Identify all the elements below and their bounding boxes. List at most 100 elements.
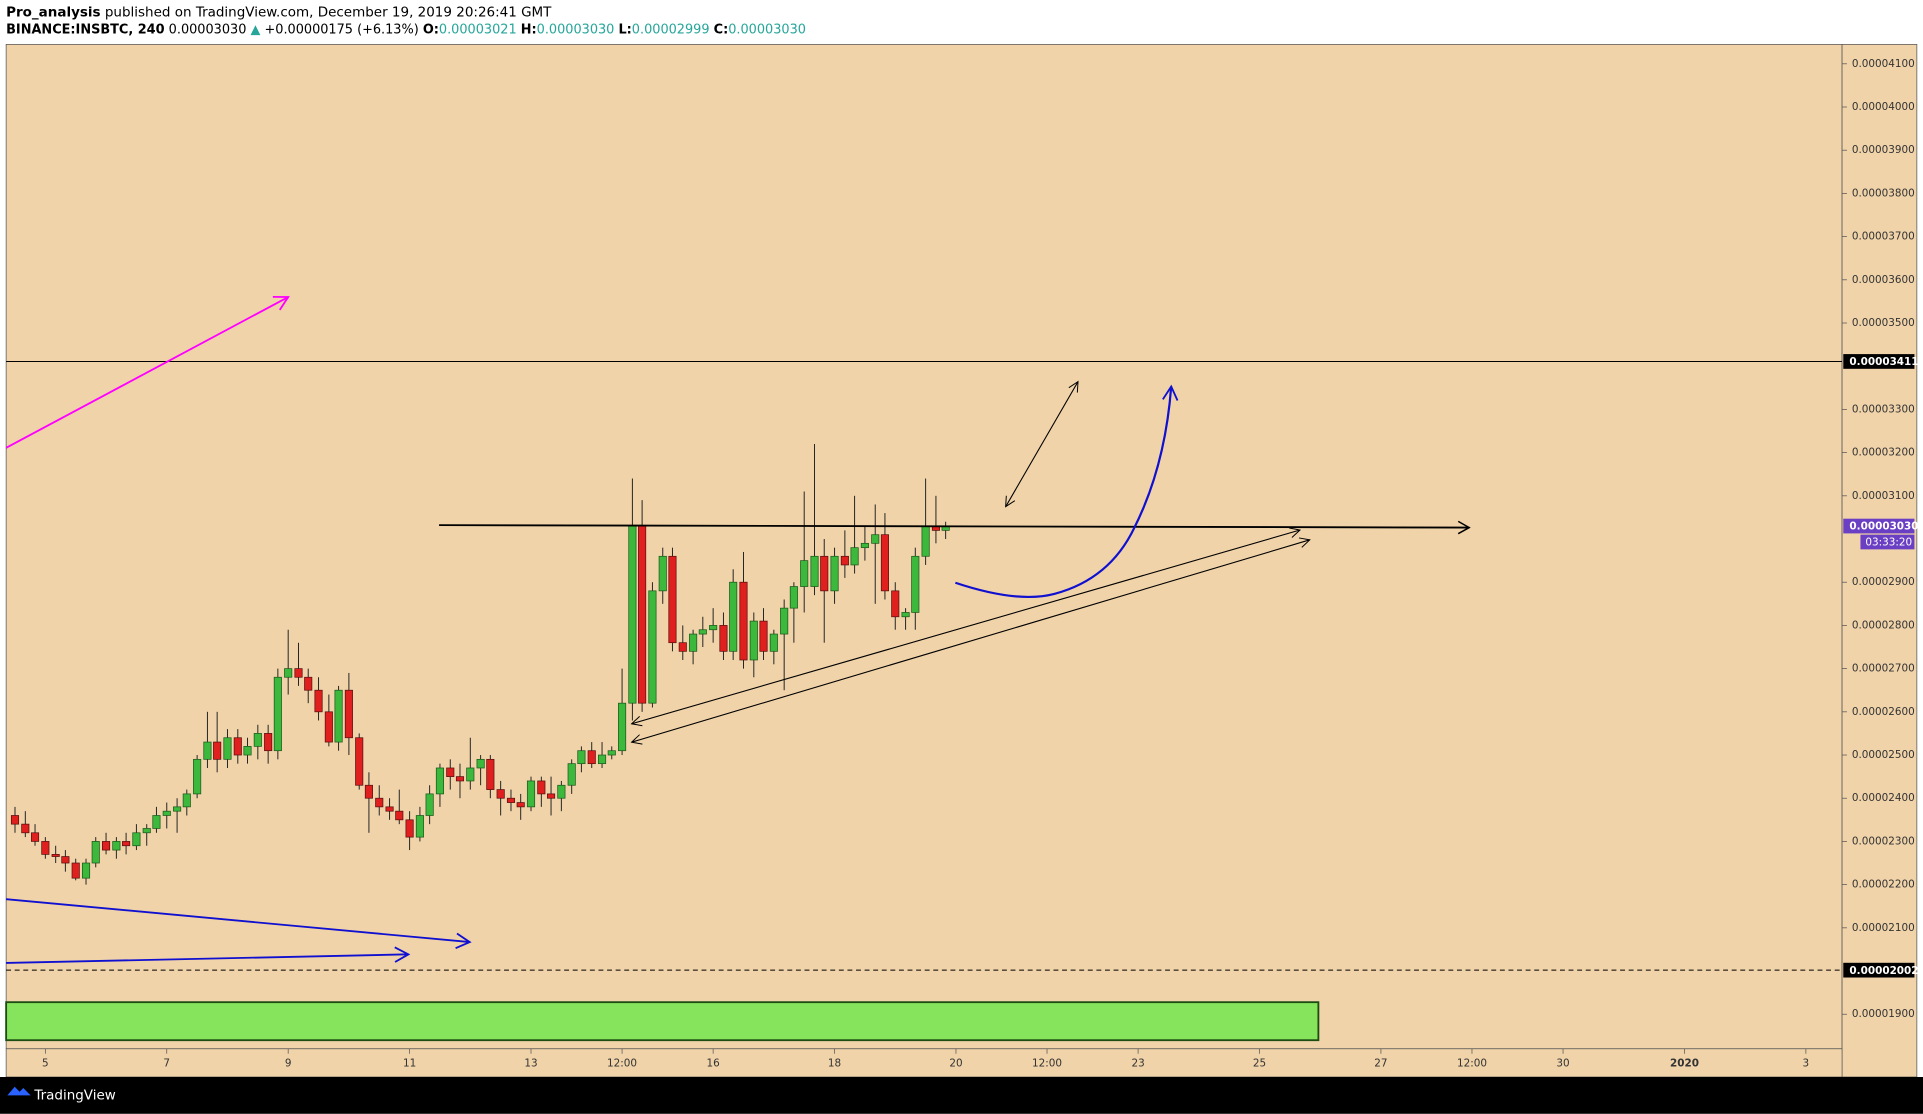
trend-arrow: [6, 898, 472, 950]
candle-body: [506, 797, 516, 803]
o-label: O:: [423, 22, 439, 37]
x-tick-label: 7: [163, 1058, 170, 1070]
l-label: L:: [618, 22, 631, 37]
candle-body: [769, 633, 778, 652]
candle-body: [223, 737, 232, 760]
y-tick-label: 0.00003200: [1852, 447, 1915, 459]
candle-body: [334, 689, 343, 743]
price-label-box: [1843, 354, 1915, 369]
candle-body: [901, 612, 910, 618]
candle-body: [658, 555, 667, 592]
candle-body: [698, 629, 707, 635]
candle-body: [689, 633, 698, 652]
time-scale: [5, 1048, 1843, 1078]
x-tick-label: 16: [707, 1058, 720, 1070]
candle-body: [820, 555, 829, 592]
candle-body: [51, 854, 60, 857]
candle-body: [749, 620, 758, 661]
candle-body: [891, 590, 900, 618]
x-tick-label: 23: [1131, 1058, 1144, 1070]
y-tick-label: 0.00004000: [1852, 101, 1915, 113]
x-tick-label: 12:00: [1032, 1058, 1062, 1070]
author: Pro_analysis: [6, 4, 100, 20]
candle-body: [203, 741, 212, 760]
candle-body: [789, 586, 798, 609]
y-tick-label: 0.00002100: [1852, 922, 1915, 934]
y-tick-label: 0.00003800: [1852, 187, 1915, 199]
candle-body: [466, 767, 475, 782]
candle-body: [91, 841, 100, 864]
y-tick-label: 0.00003500: [1852, 317, 1915, 329]
c-label: C:: [714, 22, 729, 37]
candle-body: [678, 642, 687, 652]
candle-body: [557, 784, 566, 799]
candle-body: [294, 668, 303, 678]
candle-body: [264, 733, 273, 752]
candle-body: [850, 547, 859, 566]
y-tick-label: 0.00003700: [1852, 231, 1915, 243]
footer-logo: [7, 1086, 31, 1096]
candle-body: [435, 767, 444, 795]
y-tick-label: 0.00002400: [1852, 792, 1915, 804]
candle-body: [173, 806, 182, 812]
support-zone: [5, 1001, 1320, 1042]
candle-body: [446, 767, 455, 777]
x-tick-label: 12:00: [607, 1058, 637, 1070]
y-tick-label: 0.00002500: [1852, 749, 1915, 761]
candle-body: [921, 525, 930, 557]
candle-body: [597, 754, 607, 765]
candle-body: [182, 793, 191, 808]
last: 0.00003030: [169, 22, 247, 37]
candle-body: [800, 560, 809, 587]
candle-body: [102, 841, 111, 851]
candle-body: [628, 525, 637, 704]
candle-body: [719, 625, 728, 652]
x-tick-label: 2020: [1670, 1058, 1699, 1070]
y-tick-label: 0.00002300: [1852, 835, 1915, 847]
symbol: BINANCE:INSBTC, 240: [6, 22, 165, 37]
y-tick-label: 0.00002800: [1852, 619, 1915, 631]
candle-body: [486, 758, 495, 790]
candle-body: [243, 746, 252, 756]
candle-body: [759, 620, 768, 652]
candle-body: [840, 555, 849, 566]
candle-body: [516, 802, 525, 808]
y-tick-label: 0.00002700: [1852, 663, 1915, 675]
candle-body: [375, 797, 384, 808]
candle-body: [577, 750, 586, 765]
resistance-line: [439, 520, 1471, 535]
trend-arrow: [5, 295, 290, 449]
y-tick-label: 0.00003600: [1852, 274, 1915, 286]
y-tick-label: 0.00004100: [1852, 58, 1915, 70]
x-tick-label: 3: [1803, 1058, 1810, 1070]
projection-curve: [955, 384, 1179, 598]
candle-body: [546, 793, 556, 799]
candle-body: [162, 810, 171, 816]
candle-body: [273, 676, 282, 752]
close: 0.00003030: [728, 22, 806, 37]
change: +0.00000175 (+6.13%): [264, 22, 418, 37]
candle-body: [233, 737, 242, 756]
h-label: H:: [521, 22, 537, 37]
y-tick-label: 0.00001900: [1852, 1008, 1915, 1020]
header-line-1: Pro_analysis published on TradingView.co…: [6, 4, 552, 20]
candle-body: [911, 555, 920, 613]
candle-body: [415, 815, 424, 838]
drawings: [5, 295, 1471, 1042]
target-arrow: [1005, 380, 1079, 508]
candle-body: [355, 737, 364, 786]
price-label: 0.00002002: [1849, 965, 1918, 977]
candle-body: [425, 793, 434, 816]
x-tick-label: 9: [285, 1058, 292, 1070]
support-line: [630, 537, 1311, 745]
candle-body: [364, 784, 373, 799]
candle-body: [122, 841, 131, 847]
candle-body: [476, 758, 485, 769]
arrow: ▲: [251, 22, 261, 37]
candle-body: [537, 780, 546, 795]
y-tick-label: 0.00002900: [1852, 576, 1915, 588]
candle-body: [729, 581, 738, 652]
x-tick-label: 13: [524, 1058, 537, 1070]
price-label: 0.00003411: [1849, 356, 1918, 368]
